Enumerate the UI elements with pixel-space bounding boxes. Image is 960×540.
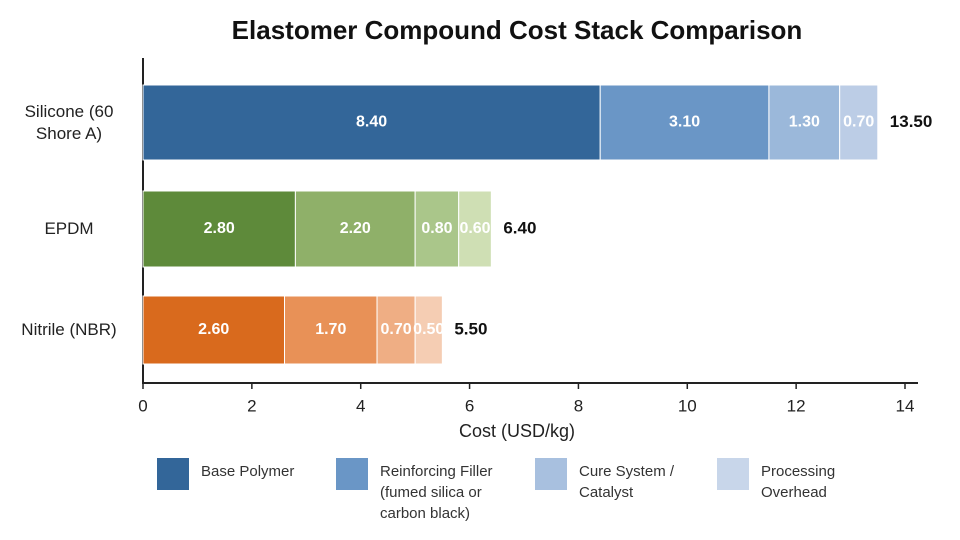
chart-title: Elastomer Compound Cost Stack Comparison [232, 15, 803, 45]
bar-segment [414, 190, 460, 268]
bar-segment [458, 190, 492, 268]
x-tick-label: 4 [356, 396, 365, 415]
legend-item: Base Polymer [157, 458, 331, 490]
category-label: Nitrile (NBR) [21, 320, 117, 339]
bar-segment [142, 295, 286, 365]
value-label: 0.80 [421, 220, 452, 237]
legend-label: Cure System / Catalyst [579, 463, 675, 501]
legend-label: Processing Overhead [761, 463, 836, 501]
legend-swatch [336, 458, 368, 490]
value-label: 1.70 [315, 321, 346, 338]
value-label: 0.50 [413, 321, 444, 338]
bar-segment [414, 295, 443, 365]
bar-segment [284, 295, 378, 365]
value-label: 0.60 [459, 220, 490, 237]
legend-swatch [717, 458, 749, 490]
bar-segment [839, 84, 879, 161]
value-label: 8.40 [356, 114, 387, 131]
x-tick-label: 8 [574, 396, 583, 415]
value-label: 2.20 [340, 220, 371, 237]
x-tick-label: 14 [896, 396, 915, 415]
x-tick-label: 10 [678, 396, 697, 415]
bar-segment [376, 295, 416, 365]
x-axis-label: Cost (USD/kg) [459, 421, 575, 441]
bar-segment [768, 84, 841, 161]
value-label: 2.60 [198, 321, 229, 338]
value-label: 1.30 [789, 114, 820, 131]
x-tick-label: 0 [138, 396, 147, 415]
total-label: 6.40 [503, 218, 536, 237]
legend-item: Processing Overhead [717, 458, 851, 503]
category-label: EPDM [44, 219, 94, 238]
bar-segment [142, 84, 601, 161]
bar-segment [599, 84, 770, 161]
legend-item: Reinforcing Filler (fumed silica or carb… [336, 458, 510, 524]
total-label: 13.50 [890, 112, 933, 131]
x-tick-label: 2 [247, 396, 256, 415]
value-label: 2.80 [204, 220, 235, 237]
legend-swatch [157, 458, 189, 490]
value-label: 0.70 [381, 321, 412, 338]
legend-label: Reinforcing Filler (fumed silica or carb… [380, 463, 493, 522]
total-label: 5.50 [454, 319, 487, 338]
value-label: 3.10 [669, 114, 700, 131]
value-label: 0.70 [843, 114, 874, 131]
legend-item: Cure System / Catalyst [535, 458, 689, 503]
category-label: Silicone (60 Shore A) [24, 101, 114, 143]
x-tick-label: 6 [465, 396, 474, 415]
bar-segment [294, 190, 416, 268]
x-tick-label: 12 [787, 396, 806, 415]
legend-swatch [535, 458, 567, 490]
legend-label: Base Polymer [201, 463, 295, 480]
